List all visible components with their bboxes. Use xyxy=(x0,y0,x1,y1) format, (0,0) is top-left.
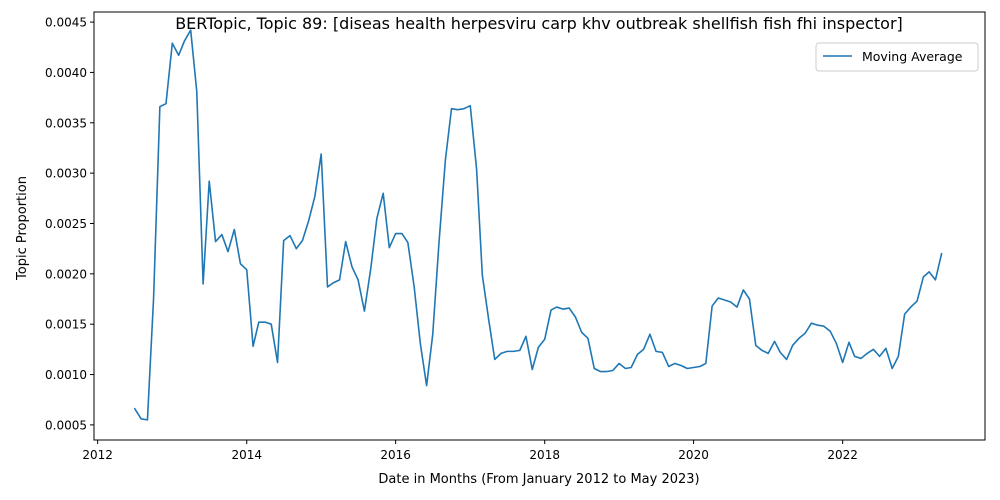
y-tick-label: 0.0005 xyxy=(45,418,87,432)
y-axis-label: Topic Proportion xyxy=(15,176,30,281)
plot-area xyxy=(133,29,943,421)
chart-title: BERTopic, Topic 89: [diseas health herpe… xyxy=(175,14,903,33)
y-tick-label: 0.0015 xyxy=(45,318,87,332)
x-tick-label: 2022 xyxy=(827,448,858,462)
axes-frame xyxy=(93,11,986,441)
x-tick-label: 2016 xyxy=(380,448,411,462)
x-axis-label: Date in Months (From January 2012 to May… xyxy=(378,472,699,487)
legend: Moving Average xyxy=(815,42,979,72)
x-tick-label: 2014 xyxy=(231,448,262,462)
legend-box xyxy=(815,42,979,72)
series-line-moving-average xyxy=(133,29,943,421)
y-tick-label: 0.0045 xyxy=(45,16,87,30)
x-tick-label: 2018 xyxy=(529,448,560,462)
y-tick-label: 0.0020 xyxy=(45,267,87,281)
x-tick-label: 2020 xyxy=(678,448,709,462)
y-axis-ticks: 0.0005 0.0010 0.0015 0.0020 0.0025 0.0030 0.00… xyxy=(45,16,94,432)
y-tick-label: 0.0025 xyxy=(45,217,87,231)
y-tick-label: 0.0010 xyxy=(45,368,87,382)
y-tick-label: 0.0035 xyxy=(45,116,87,130)
y-tick-label: 0.0040 xyxy=(45,66,87,80)
legend-label-moving-average: Moving Average xyxy=(862,49,963,64)
y-tick-label: 0.0030 xyxy=(45,167,87,181)
x-tick-label: 2012 xyxy=(82,448,113,462)
x-axis-ticks: 2012 2014 2016 2018 2020 2022 xyxy=(82,440,858,462)
